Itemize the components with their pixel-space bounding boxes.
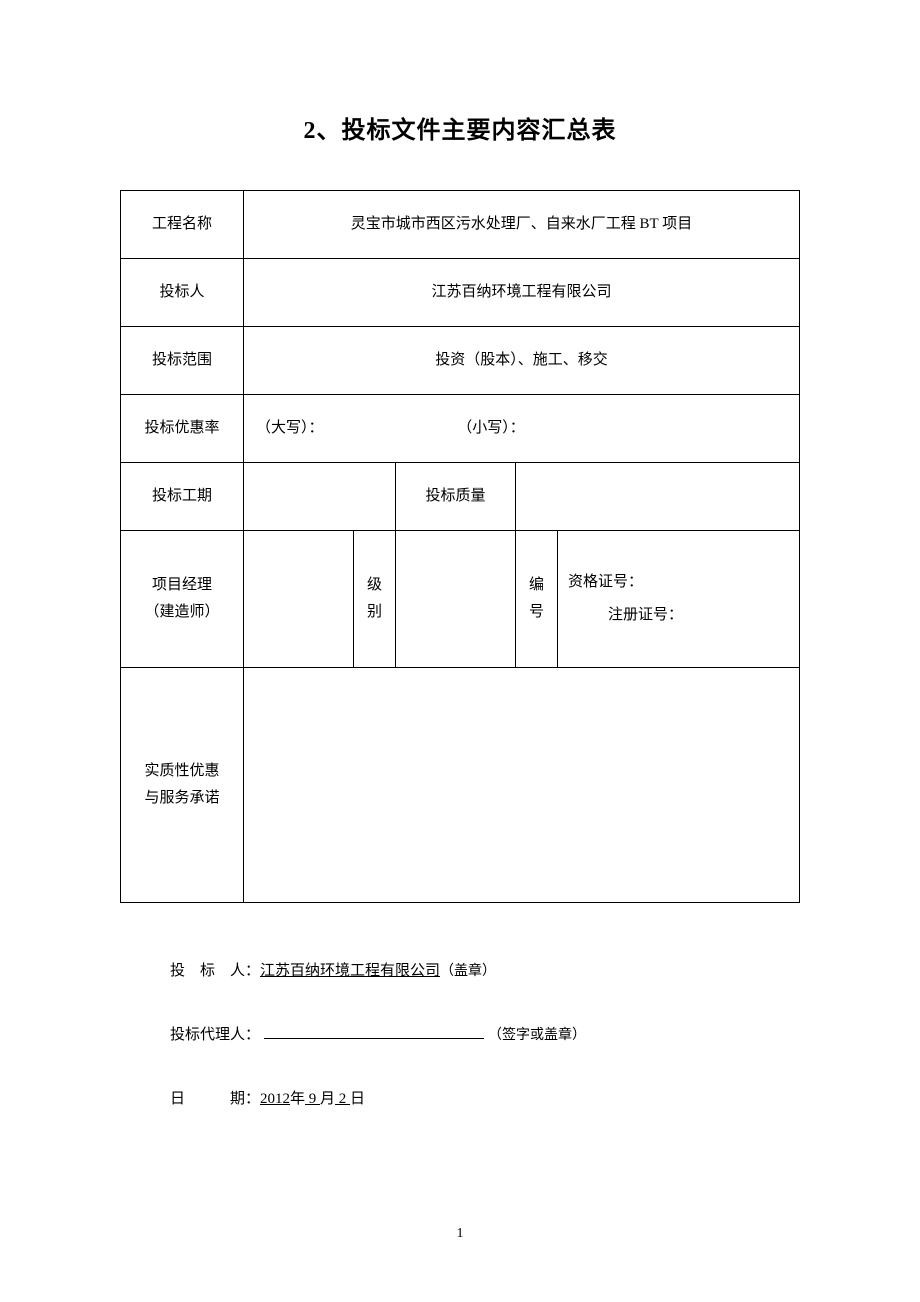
day-unit: 日	[350, 1091, 365, 1107]
pm-number-label: 编 号	[516, 531, 558, 668]
bidder-sig-name: 江苏百纳环境工程有限公司	[260, 963, 440, 979]
date-day: 2	[335, 1091, 350, 1107]
year-unit: 年	[290, 1091, 305, 1107]
registration-cert-label: 注册证号：	[568, 599, 791, 632]
date-year: 2012	[260, 1091, 290, 1107]
discount-rate-value: （大写）： （小写）：	[244, 395, 800, 463]
pm-level-label: 级 别	[354, 531, 396, 668]
document-title: 2、投标文件主要内容汇总表	[120, 110, 800, 145]
summary-table: 工程名称 灵宝市城市西区污水处理厂、自来水厂工程 BT 项目 投标人 江苏百纳环…	[120, 190, 800, 903]
bidder-label: 投标人	[121, 259, 244, 327]
date-month: 9	[305, 1091, 320, 1107]
scope-label: 投标范围	[121, 327, 244, 395]
footer-section: 投 标 人：江苏百纳环境工程有限公司（盖章） 投标代理人： （签字或盖章） 日 期…	[120, 958, 800, 1113]
pm-level-value	[396, 531, 516, 668]
level-char1: 级	[362, 572, 387, 599]
commitment-line2: 与服务承诺	[129, 785, 235, 812]
xiaoxie-label: （小写）：	[457, 415, 525, 442]
table-row: 投标范围 投资（股本）、施工、移交	[121, 327, 800, 395]
bidder-value: 江苏百纳环境工程有限公司	[244, 259, 800, 327]
project-manager-label: 项目经理 （建造师）	[121, 531, 244, 668]
duration-value	[244, 463, 396, 531]
daxie-label: （大写）：	[256, 415, 324, 442]
level-char2: 别	[362, 599, 387, 626]
commitment-value	[244, 668, 800, 903]
quality-value	[516, 463, 800, 531]
pm-name-value	[244, 531, 354, 668]
number-char1: 编	[524, 572, 549, 599]
agent-sig-note: （签字或盖章）	[488, 1028, 586, 1043]
agent-sig-label: 投标代理人：	[170, 1027, 260, 1043]
table-row: 投标优惠率 （大写）： （小写）：	[121, 395, 800, 463]
pm-label-line1: 项目经理	[129, 572, 235, 599]
duration-label: 投标工期	[121, 463, 244, 531]
scope-value: 投资（股本）、施工、移交	[244, 327, 800, 395]
bidder-signature-line: 投 标 人：江苏百纳环境工程有限公司（盖章）	[170, 958, 800, 985]
table-row: 投标工期 投标质量	[121, 463, 800, 531]
month-unit: 月	[320, 1091, 335, 1107]
table-row: 工程名称 灵宝市城市西区污水处理厂、自来水厂工程 BT 项目	[121, 191, 800, 259]
agent-signature-line: 投标代理人： （签字或盖章）	[170, 1022, 800, 1049]
bidder-sig-label: 投 标 人：	[170, 963, 260, 979]
bidder-sig-note: （盖章）	[440, 964, 496, 979]
table-row: 实质性优惠 与服务承诺	[121, 668, 800, 903]
date-line: 日 期：2012年 9 月 2 日	[170, 1086, 800, 1113]
qualification-cert-label: 资格证号：	[568, 566, 791, 599]
date-label: 日 期：	[170, 1091, 260, 1107]
table-row: 投标人 江苏百纳环境工程有限公司	[121, 259, 800, 327]
pm-label-line2: （建造师）	[129, 599, 235, 626]
discount-rate-label: 投标优惠率	[121, 395, 244, 463]
commitment-line1: 实质性优惠	[129, 758, 235, 785]
table-row: 项目经理 （建造师） 级 别 编 号 资格证号： 注册证号：	[121, 531, 800, 668]
agent-blank-line	[264, 1038, 484, 1039]
pm-cert-value: 资格证号： 注册证号：	[558, 531, 800, 668]
quality-label: 投标质量	[396, 463, 516, 531]
project-name-value: 灵宝市城市西区污水处理厂、自来水厂工程 BT 项目	[244, 191, 800, 259]
page-number: 1	[0, 1226, 920, 1242]
project-name-label: 工程名称	[121, 191, 244, 259]
number-char2: 号	[524, 599, 549, 626]
commitment-label: 实质性优惠 与服务承诺	[121, 668, 244, 903]
